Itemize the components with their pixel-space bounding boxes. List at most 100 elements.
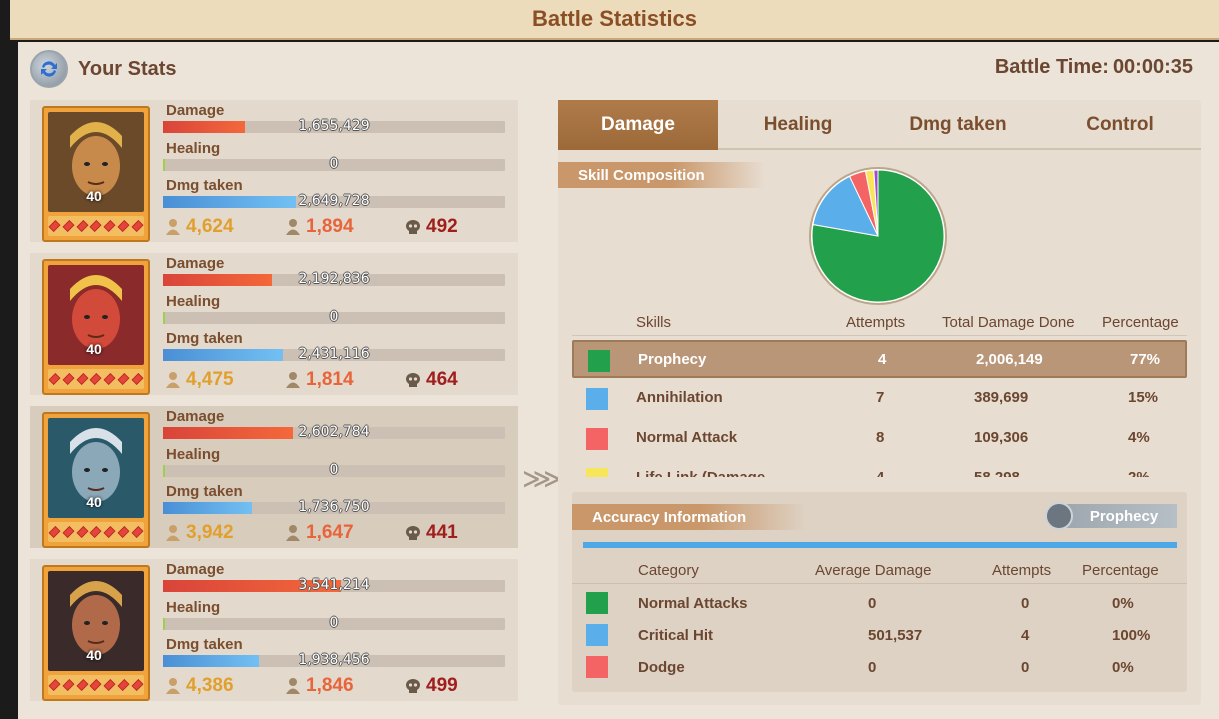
skill-attempts: 4 [878, 351, 887, 368]
hero-card[interactable]: 40 Damage 3,541,214 Healing 0 Dmg taken … [30, 559, 518, 701]
dead-stat: 464 [404, 369, 458, 391]
accuracy-attempts: 0 [1021, 659, 1030, 676]
accuracy-table-header: Category Average Damage Attempts Percent… [572, 560, 1187, 584]
star-icon [117, 220, 130, 232]
col-acc-percentage: Percentage [1082, 562, 1159, 579]
severe-stat: 1,814 [284, 369, 354, 391]
star-icon [90, 526, 102, 538]
accuracy-bar [583, 542, 1177, 548]
severely-wounded-icon [286, 525, 300, 541]
col-percentage: Percentage [1102, 314, 1179, 331]
skill-total-damage: 109,306 [974, 429, 1029, 446]
healing-bar: 0 [163, 462, 505, 478]
accuracy-color-swatch [586, 592, 608, 614]
tab-healing[interactable]: Healing [763, 114, 833, 135]
star-icon [103, 373, 116, 385]
star-icon [48, 679, 61, 691]
healing-label: Healing [166, 140, 221, 157]
switch-view-button[interactable] [30, 50, 68, 88]
skill-color-swatch [586, 428, 608, 450]
hero-level: 40 [86, 341, 102, 357]
dmg-taken-label: Dmg taken [166, 483, 243, 500]
damage-label: Damage [166, 102, 225, 119]
window-title: Battle Statistics [10, 0, 1219, 40]
skill-row[interactable]: Normal Attack 8 109,306 4% [572, 420, 1187, 458]
healing-bar-fill [163, 465, 165, 477]
healing-bar: 0 [163, 156, 505, 172]
hero-portrait[interactable]: 40 [42, 259, 150, 395]
star-icon [103, 526, 116, 538]
star-icon [131, 220, 144, 232]
selected-skill-tag[interactable]: Prophecy [1045, 502, 1177, 530]
accuracy-percentage: 100% [1112, 627, 1151, 644]
skill-composition-label: Skill Composition [558, 162, 765, 188]
hero-level: 40 [86, 647, 102, 663]
accuracy-percentage: 0% [1112, 595, 1134, 612]
damage-bar-fill [163, 274, 273, 286]
damage-value: 2,602,784 [298, 424, 370, 440]
dmg-taken-bar: 2,431,116 [163, 346, 505, 362]
your-stats-header: Your Stats [30, 50, 177, 88]
dmg-taken-value: 1,736,750 [298, 499, 370, 515]
hero-portrait[interactable]: 40 [42, 106, 150, 242]
star-icon [131, 373, 144, 385]
dmg-taken-label: Dmg taken [166, 330, 243, 347]
skill-row[interactable]: Life Link (Damage 4 58,298 2% [572, 460, 1187, 477]
healing-value: 0 [329, 309, 339, 325]
tab-dmg-taken[interactable]: Dmg taken [909, 114, 1007, 135]
severe-value: 1,647 [306, 522, 354, 543]
dmg-taken-bar-fill [163, 502, 252, 514]
tab-control[interactable]: Control [1086, 114, 1154, 135]
severely-wounded-icon [286, 219, 300, 235]
troop-stats: 3,942 1,647 441 [164, 522, 514, 546]
skull-icon [406, 220, 420, 234]
hero-level: 40 [86, 494, 102, 510]
skill-name: Prophecy [638, 351, 707, 368]
hero-portrait[interactable]: 40 [42, 412, 150, 548]
dead-value: 464 [426, 369, 458, 390]
star-rating [48, 216, 144, 236]
kills-stat: 4,475 [164, 369, 234, 391]
star-icon [76, 373, 89, 385]
kills-value: 4,624 [186, 216, 234, 237]
slightly-wounded-icon [166, 678, 180, 694]
accuracy-average: 0 [868, 595, 877, 612]
slightly-wounded-icon [166, 525, 180, 541]
skill-row[interactable]: Annihilation 7 389,699 15% [572, 380, 1187, 418]
star-icon [48, 526, 61, 538]
skill-attempts: 4 [876, 469, 884, 477]
skull-icon [406, 373, 420, 387]
skill-name: Annihilation [636, 389, 723, 406]
accuracy-average: 501,537 [868, 627, 923, 644]
star-icon [90, 373, 102, 385]
star-icon [62, 220, 75, 232]
kills-stat: 3,942 [164, 522, 234, 544]
tab-damage[interactable]: Damage [558, 100, 718, 150]
battle-time: Battle Time: 00:00:35 [991, 56, 1193, 79]
skill-row[interactable]: Prophecy 4 2,006,149 77% [572, 340, 1187, 378]
dead-stat: 441 [404, 522, 458, 544]
healing-value: 0 [329, 462, 339, 478]
hero-card[interactable]: 40 Damage 2,602,784 Healing 0 Dmg taken … [30, 406, 518, 548]
your-stats-label: Your Stats [78, 57, 177, 80]
stats-panel: Your Stats Battle Time: 00:00:35 40 [18, 42, 1219, 719]
skill-list[interactable]: Prophecy 4 2,006,149 77% Annihilation 7 … [558, 340, 1201, 477]
accuracy-row: Critical Hit 501,537 4 100% [572, 620, 1187, 652]
skill-total-damage: 58,298 [974, 469, 1020, 477]
healing-bar-fill [163, 159, 165, 171]
hero-card[interactable]: 40 Damage 1,655,429 Healing 0 Dmg taken … [30, 100, 518, 242]
refresh-icon [41, 61, 57, 77]
hero-card[interactable]: 40 Damage 2,192,836 Healing 0 Dmg taken … [30, 253, 518, 395]
troop-stats: 4,624 1,894 492 [164, 216, 514, 240]
dead-value: 499 [426, 675, 458, 696]
kills-value: 4,475 [186, 369, 234, 390]
accuracy-attempts: 0 [1021, 595, 1030, 612]
healing-value: 0 [329, 156, 339, 172]
hero-portrait[interactable]: 40 [42, 565, 150, 701]
dead-value: 492 [426, 216, 458, 237]
star-icon [117, 679, 130, 691]
detail-panel: Damage Healing Dmg taken Control Skill C… [558, 100, 1201, 705]
dmg-taken-bar-fill [163, 196, 297, 208]
hero-level: 40 [86, 188, 102, 204]
tab-bar: Damage Healing Dmg taken Control [558, 100, 1201, 150]
